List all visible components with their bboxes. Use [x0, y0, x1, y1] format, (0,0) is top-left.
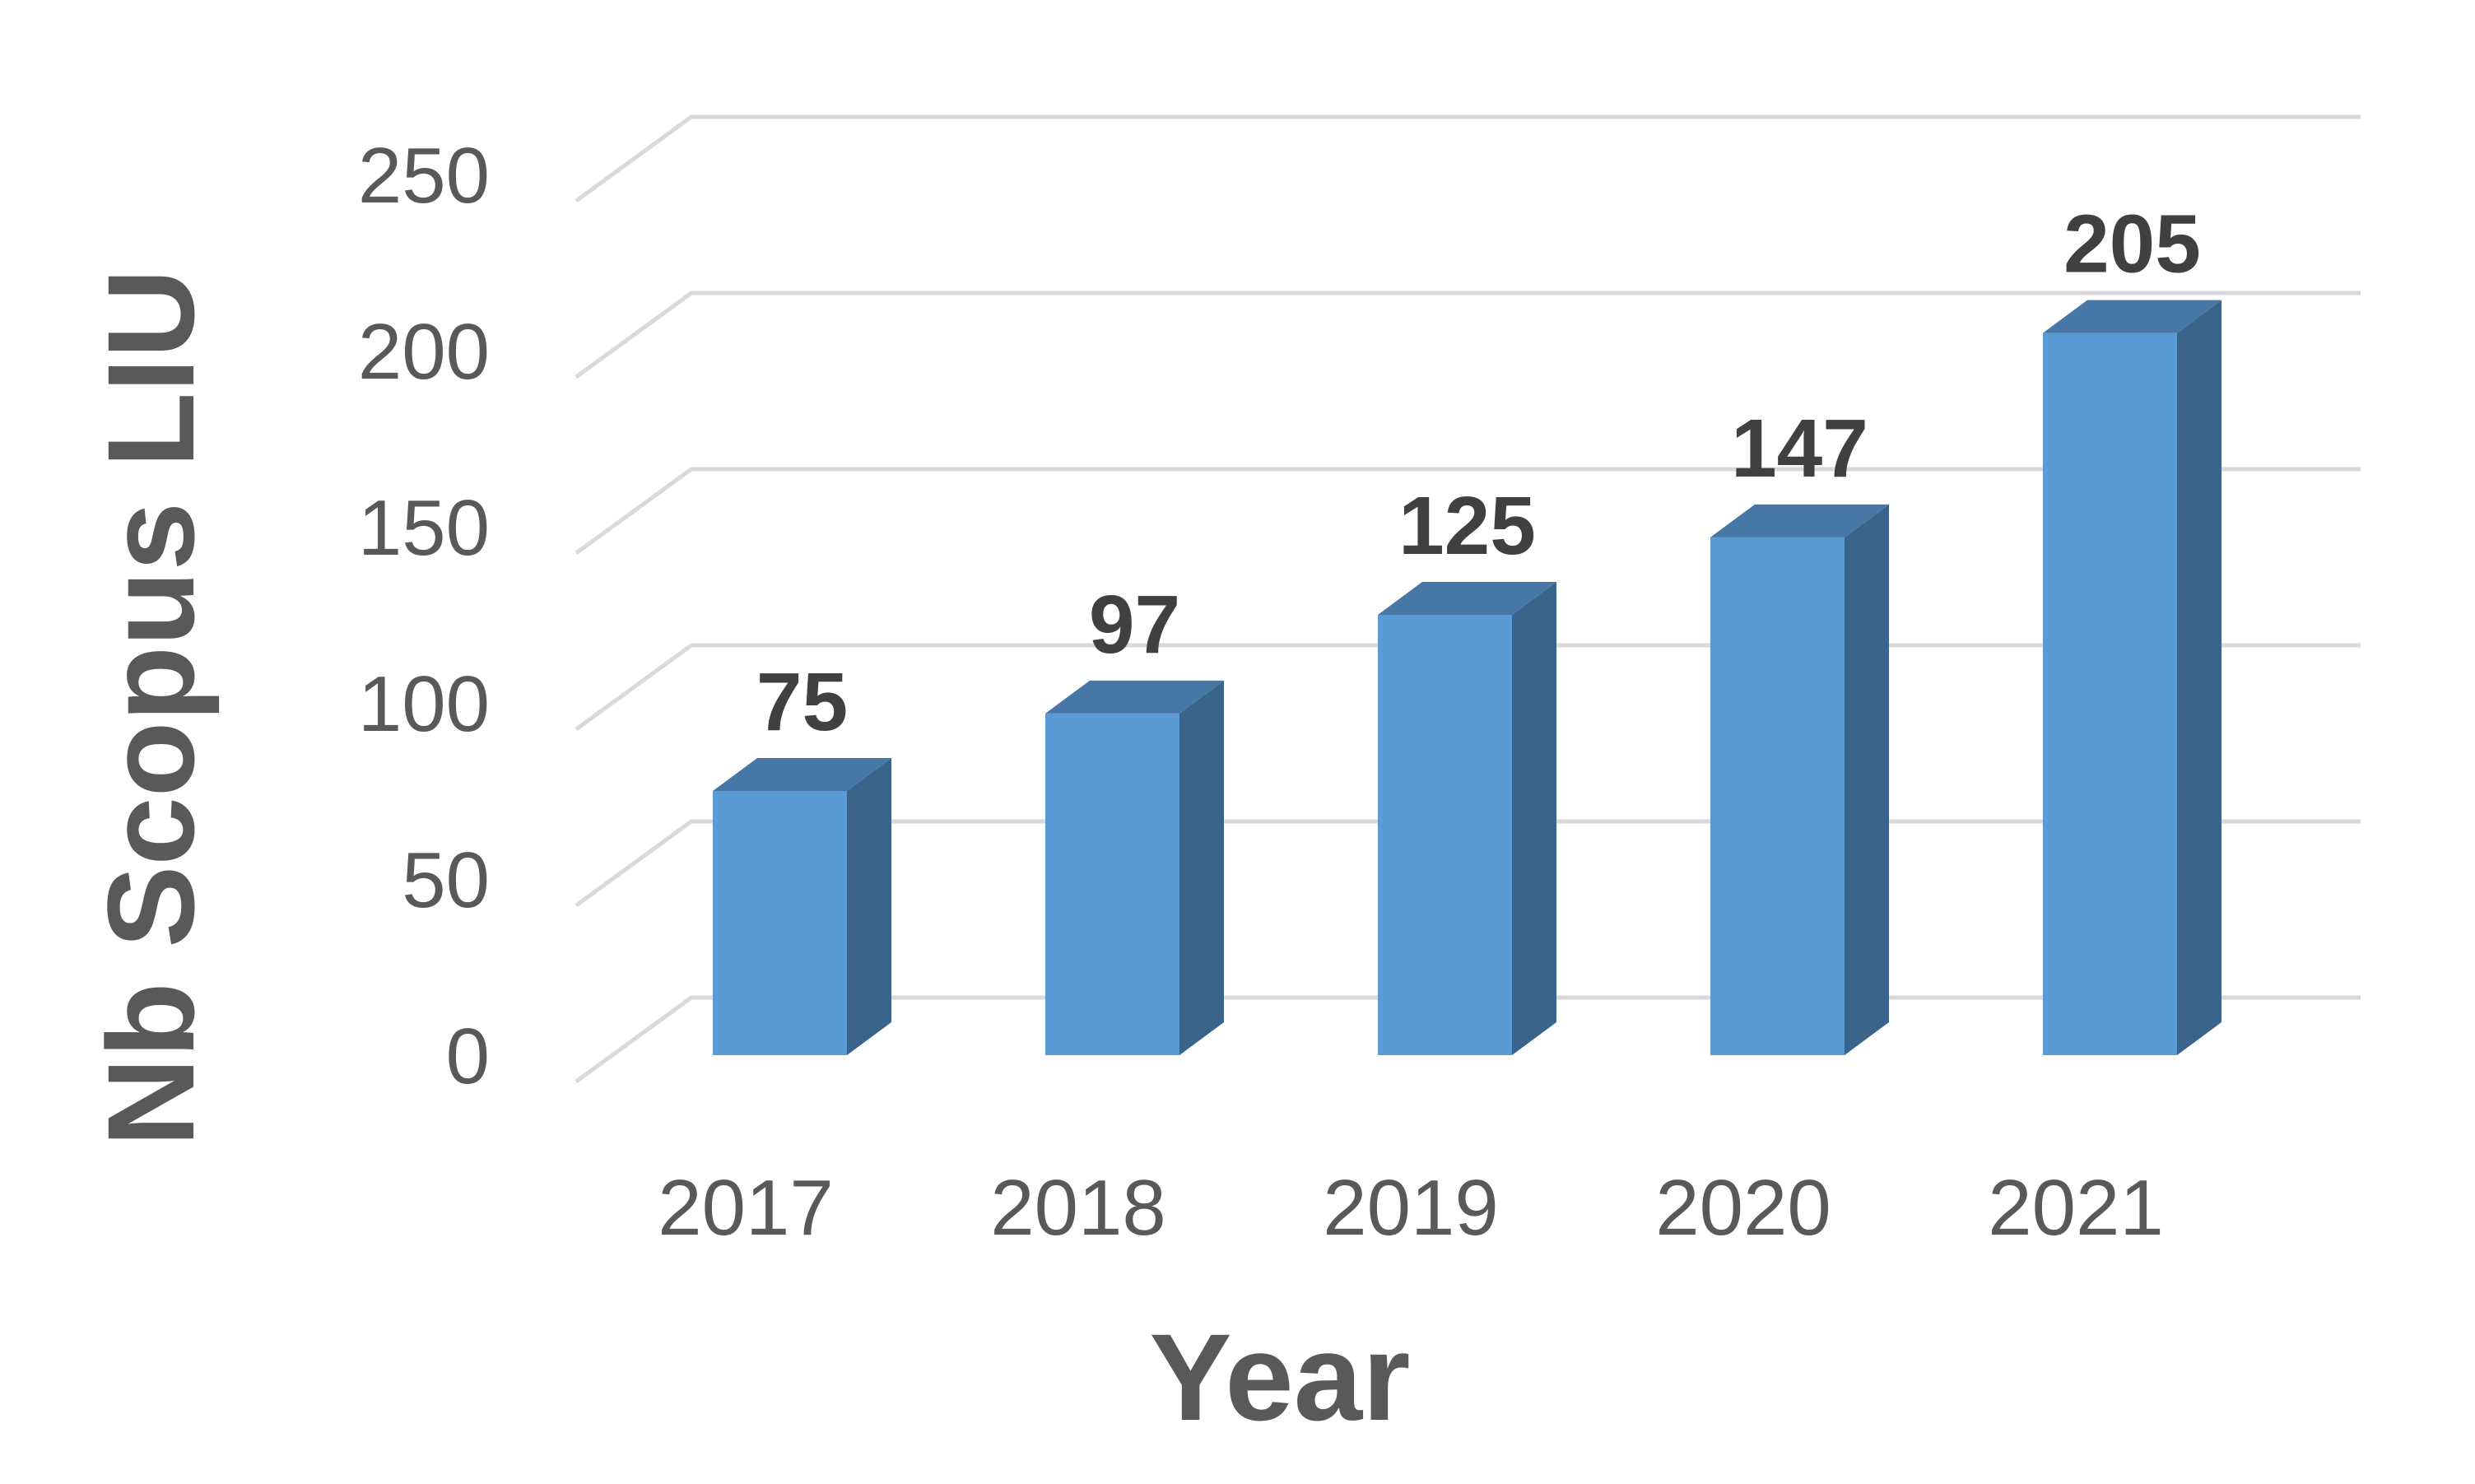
x-axis-ticks: 2017 2018 2019 2020 2021 [658, 1164, 2164, 1252]
gridline [575, 467, 2361, 556]
bar-side [2177, 300, 2221, 1056]
gridline [575, 291, 2361, 379]
bars [713, 300, 2221, 1056]
bar [1045, 680, 1224, 1055]
x-axis-title: Year [1150, 1308, 1411, 1446]
bar-front [713, 791, 847, 1055]
x-tick-label: 2020 [1655, 1164, 1831, 1252]
bar-side [847, 758, 891, 1055]
data-label: 75 [756, 656, 848, 748]
y-axis-ticks: 0 50 100 150 200 250 [358, 132, 490, 1100]
x-tick-label: 2018 [990, 1164, 1166, 1252]
bar-top [713, 758, 891, 791]
x-tick-label: 2021 [1988, 1164, 2164, 1252]
bar-top [1045, 680, 1224, 714]
x-tick-label: 2019 [1323, 1164, 1499, 1252]
bar [2043, 300, 2221, 1056]
gridline [575, 114, 2361, 203]
y-tick-label: 200 [358, 308, 490, 396]
bar [1710, 504, 1889, 1055]
data-label: 147 [1731, 402, 1868, 495]
bar-top [1378, 582, 1556, 615]
bar-side [1179, 680, 1224, 1055]
y-tick-label: 0 [446, 1012, 490, 1100]
y-tick-label: 100 [358, 660, 490, 748]
bar-front [2043, 333, 2177, 1056]
bar-side [1512, 582, 1556, 1055]
bar-front [1045, 713, 1179, 1055]
data-label: 125 [1398, 480, 1536, 572]
y-tick-label: 250 [358, 132, 490, 220]
bar [713, 758, 891, 1055]
bar-front [1378, 615, 1512, 1055]
data-label: 205 [2063, 198, 2201, 291]
y-tick-label: 50 [402, 836, 490, 924]
y-tick-label: 150 [358, 484, 490, 572]
y-axis-title: Nb Scopus LIU [81, 269, 220, 1147]
bar-top [1710, 504, 1889, 537]
bar [1378, 582, 1556, 1055]
data-label: 97 [1089, 579, 1180, 671]
bar-front [1710, 537, 1845, 1055]
bar-side [1845, 504, 1889, 1055]
bar-top [2043, 300, 2221, 333]
x-tick-label: 2017 [658, 1164, 834, 1252]
data-labels: 75 97 125 147 205 [756, 198, 2201, 748]
